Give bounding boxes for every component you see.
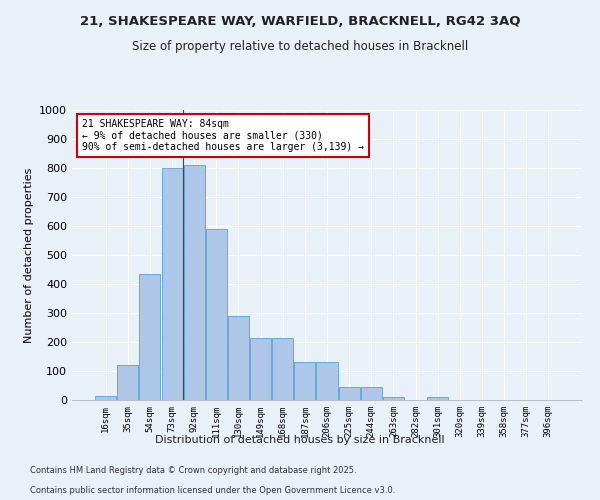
Text: Contains HM Land Registry data © Crown copyright and database right 2025.: Contains HM Land Registry data © Crown c…: [30, 466, 356, 475]
Bar: [184, 165, 205, 400]
Bar: [250, 338, 271, 400]
Bar: [295, 362, 316, 400]
Bar: [361, 387, 382, 400]
Bar: [95, 396, 116, 400]
Bar: [338, 387, 359, 400]
Bar: [161, 168, 182, 400]
Text: Contains public sector information licensed under the Open Government Licence v3: Contains public sector information licen…: [30, 486, 395, 495]
Bar: [272, 338, 293, 400]
Text: 21, SHAKESPEARE WAY, WARFIELD, BRACKNELL, RG42 3AQ: 21, SHAKESPEARE WAY, WARFIELD, BRACKNELL…: [80, 15, 520, 28]
Bar: [427, 397, 448, 400]
Y-axis label: Number of detached properties: Number of detached properties: [23, 168, 34, 342]
Text: Distribution of detached houses by size in Bracknell: Distribution of detached houses by size …: [155, 435, 445, 445]
Bar: [139, 274, 160, 400]
Text: Size of property relative to detached houses in Bracknell: Size of property relative to detached ho…: [132, 40, 468, 53]
Bar: [228, 316, 249, 400]
Text: 21 SHAKESPEARE WAY: 84sqm
← 9% of detached houses are smaller (330)
90% of semi-: 21 SHAKESPEARE WAY: 84sqm ← 9% of detach…: [82, 118, 364, 152]
Bar: [118, 365, 139, 400]
Bar: [206, 229, 227, 400]
Bar: [316, 362, 338, 400]
Bar: [383, 397, 404, 400]
